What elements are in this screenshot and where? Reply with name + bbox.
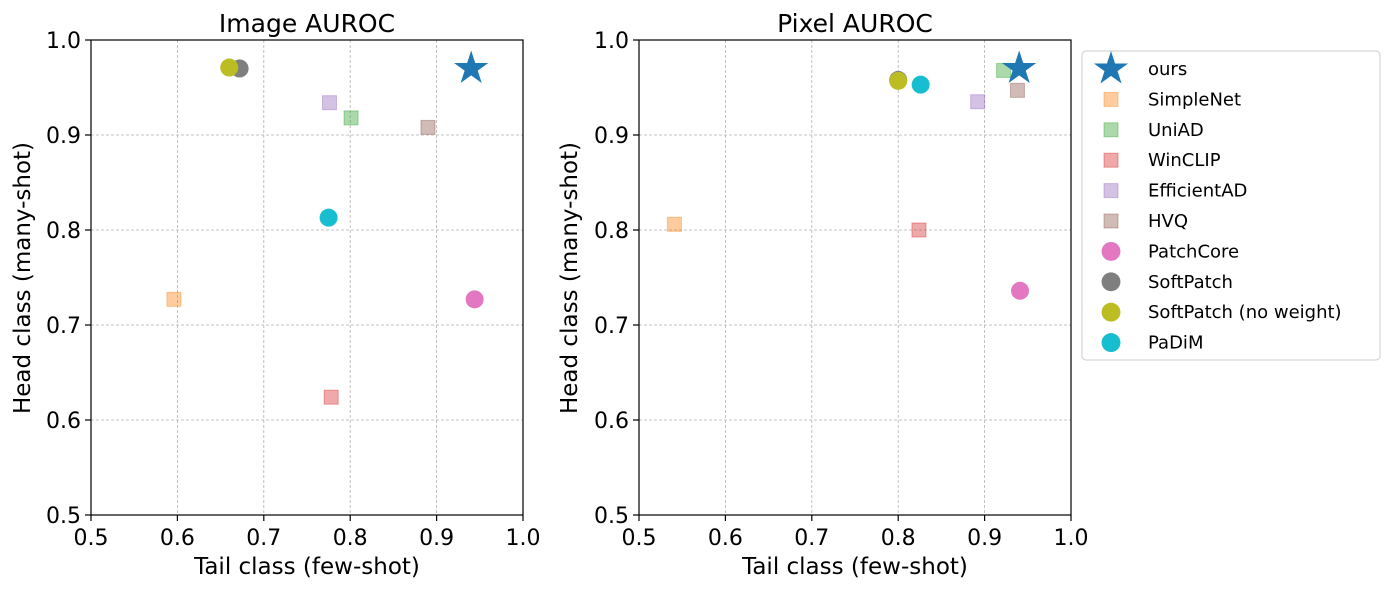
legend-item-ours: ours <box>1093 51 1187 84</box>
y-tick-label: 0.6 <box>46 409 81 434</box>
legend-marker-softpatch-no-weight <box>1101 302 1121 322</box>
y-tick-label: 1.0 <box>594 29 629 54</box>
chart-title: Image AUROC <box>219 9 395 38</box>
legend-label: ours <box>1148 59 1187 80</box>
legend-marker-padim <box>1101 333 1121 353</box>
legend-item-patchcore: PatchCore <box>1101 241 1239 262</box>
legend-label: SoftPatch <box>1148 272 1233 293</box>
point-winclip <box>911 222 927 238</box>
x-tick-label: 0.6 <box>160 526 195 551</box>
x-tick-label: 1.0 <box>1054 526 1089 551</box>
legend-item-softpatch-no-weight: SoftPatch (no weight) <box>1101 302 1342 323</box>
legend-marker-uniad <box>1103 122 1119 138</box>
y-tick-label: 0.5 <box>46 504 81 529</box>
legend-frame <box>1081 50 1381 361</box>
x-tick-label: 0.7 <box>246 526 281 551</box>
point-patchcore <box>465 290 484 309</box>
legend-label: EfficientAD <box>1148 181 1247 202</box>
y-tick-label: 0.8 <box>46 219 81 244</box>
y-tick-label: 0.9 <box>594 124 629 149</box>
x-axis-label: Tail class (few-shot) <box>741 554 968 580</box>
legend-item-winclip: WinCLIP <box>1103 150 1221 171</box>
legend-item-simplenet: SimpleNet <box>1103 89 1241 110</box>
x-tick-label: 0.7 <box>794 526 829 551</box>
point-hvq <box>1009 82 1025 98</box>
y-tick-label: 0.6 <box>594 409 629 434</box>
legend-item-efficientad: EfficientAD <box>1103 181 1247 202</box>
legend-label: SoftPatch (no weight) <box>1148 302 1342 323</box>
x-tick-label: 0.9 <box>967 526 1002 551</box>
legend-item-padim: PaDiM <box>1101 333 1203 354</box>
y-axis-label: Head class (many-shot) <box>557 142 583 414</box>
y-tick-label: 0.5 <box>594 504 629 529</box>
point-efficientad <box>321 95 337 111</box>
legend-marker-winclip <box>1103 152 1119 168</box>
point-simplenet <box>166 291 182 307</box>
chart-title: Pixel AUROC <box>777 9 933 38</box>
legend-label: UniAD <box>1148 120 1204 141</box>
point-softpatch-no-weight <box>220 58 239 77</box>
x-axis-label: Tail class (few-shot) <box>193 554 420 580</box>
x-tick-label: 0.6 <box>708 526 743 551</box>
plot-area: 0.5 0.6 0.7 0.8 0.9 1.0 0.5 0.6 0.7 0.8 0.9 1.0 <box>46 29 541 551</box>
point-padim <box>319 208 338 227</box>
pixel-auroc-panel: Pixel AUROC Tail class (few-shot) Head c… <box>557 9 1089 580</box>
legend-item-hvq: HVQ <box>1103 211 1188 232</box>
y-axis-label: Head class (many-shot) <box>10 142 36 414</box>
point-winclip <box>323 389 339 405</box>
point-ours <box>1002 50 1037 84</box>
point-padim <box>911 75 930 94</box>
legend-label: PatchCore <box>1148 241 1239 262</box>
point-uniad <box>343 110 359 126</box>
legend-marker-ours <box>1093 51 1129 84</box>
x-tick-label: 1.0 <box>506 526 541 551</box>
x-tick-label: 0.9 <box>419 526 454 551</box>
legend-label: SimpleNet <box>1148 89 1241 110</box>
axes-frame <box>638 39 1072 516</box>
legend-item-softpatch: SoftPatch <box>1101 272 1233 293</box>
y-tick-label: 1.0 <box>46 29 81 54</box>
legend-label: WinCLIP <box>1148 150 1221 171</box>
point-simplenet <box>666 216 682 232</box>
y-tick-label: 0.8 <box>594 219 629 244</box>
point-hvq <box>420 119 436 135</box>
legend: ours SimpleNet UniAD WinCLIP EfficientAD HVQ P… <box>1081 50 1381 361</box>
x-tick-label: 0.8 <box>333 526 368 551</box>
legend-label: HVQ <box>1148 211 1188 232</box>
legend-marker-patchcore <box>1101 241 1121 261</box>
point-patchcore <box>1011 281 1030 300</box>
x-tick-label: 0.8 <box>881 526 916 551</box>
x-tick-label: 0.5 <box>622 526 657 551</box>
y-tick-label: 0.7 <box>46 314 81 339</box>
legend-marker-softpatch <box>1101 272 1121 292</box>
legend-marker-efficientad <box>1103 183 1119 199</box>
legend-label: PaDiM <box>1148 333 1203 354</box>
point-softpatch-no-weight <box>889 71 908 90</box>
x-tick-label: 0.5 <box>74 526 109 551</box>
axes-frame <box>90 39 524 516</box>
plot-area: 0.5 0.6 0.7 0.8 0.9 1.0 0.5 0.6 0.7 0.8 0.9 1.0 <box>594 29 1089 551</box>
y-tick-label: 0.9 <box>46 124 81 149</box>
image-auroc-panel: Image AUROC Tail class (few-shot) Head c… <box>10 9 541 580</box>
y-tick-label: 0.7 <box>594 314 629 339</box>
legend-marker-hvq <box>1103 213 1119 229</box>
point-ours <box>454 50 489 84</box>
legend-marker-simplenet <box>1103 91 1119 107</box>
point-efficientad <box>970 94 986 110</box>
legend-item-uniad: UniAD <box>1103 120 1204 141</box>
